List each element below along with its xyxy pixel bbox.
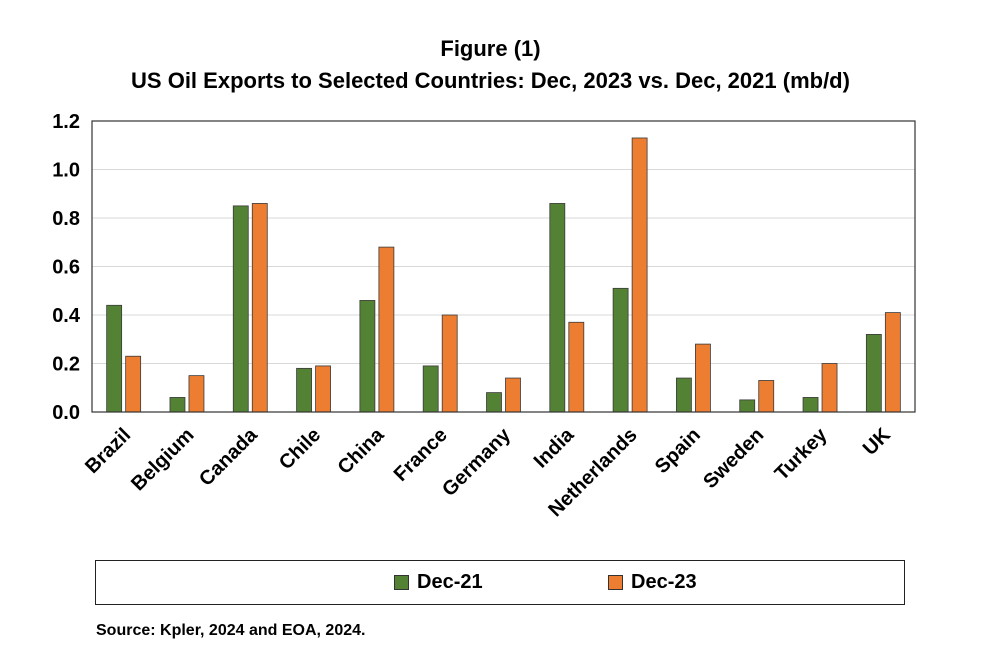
bar-dec-21-turkey xyxy=(802,397,819,413)
figure-label: Figure (1) xyxy=(440,36,541,61)
bar-dec-23-sweden xyxy=(758,380,775,413)
x-tick-label: Chile xyxy=(275,424,325,474)
chart-title: US Oil Exports to Selected Countries: De… xyxy=(131,68,850,93)
x-tick-label: UK xyxy=(859,424,895,460)
bar-dec-23-germany xyxy=(505,377,521,413)
bar-dec-21-netherlands xyxy=(612,287,629,413)
bar-dec-21-germany xyxy=(486,392,502,413)
bar-dec-23-india xyxy=(568,321,585,413)
y-tick-label: 0.2 xyxy=(52,354,80,376)
bar-dec-21-china xyxy=(359,300,376,413)
bar-dec-23-canada xyxy=(251,203,268,413)
y-tick-label: 0.0 xyxy=(52,402,80,424)
bar-dec-21-brazil xyxy=(106,304,123,413)
bar-chart: 0.0 0.2 0.4 0.6 0.8 1.0 1.2 BrazilBelgiumCanada… xyxy=(52,111,916,521)
bar-dec-21-india xyxy=(549,203,566,413)
y-tick-label: 1.0 xyxy=(52,160,80,182)
chart-legend: Dec-21 Dec-23 xyxy=(95,560,905,605)
legend-label-dec-23: Dec-23 xyxy=(631,571,697,593)
bar-dec-23-chile xyxy=(315,365,331,413)
y-tick-label: 0.6 xyxy=(52,257,80,279)
bar-dec-23-belgium xyxy=(188,375,205,413)
y-tick-label: 0.4 xyxy=(52,305,81,327)
bar-dec-23-uk xyxy=(884,312,901,413)
legend-swatch-dec-23 xyxy=(608,575,623,590)
x-tick-label: France xyxy=(390,424,452,486)
plot-area-border xyxy=(91,120,916,413)
legend-item-dec-21: Dec-21 xyxy=(394,561,483,604)
x-tick-label: Spain xyxy=(651,424,705,478)
x-tick-label: Sweden xyxy=(699,424,768,493)
bar-dec-21-france xyxy=(422,365,439,413)
legend-item-dec-23: Dec-23 xyxy=(608,561,697,604)
bar-dec-21-belgium xyxy=(169,397,186,413)
x-tick-label: Belgium xyxy=(127,424,198,495)
x-tick-label: Germany xyxy=(438,423,515,500)
bar-dec-21-spain xyxy=(676,377,692,413)
x-tick-label: Canada xyxy=(195,423,262,490)
bar-dec-21-uk xyxy=(865,333,882,413)
x-tick-label: India xyxy=(530,423,579,472)
bar-dec-23-turkey xyxy=(821,363,838,413)
y-tick-label: 0.8 xyxy=(52,208,80,230)
bar-dec-21-chile xyxy=(296,367,312,413)
bar-dec-21-canada xyxy=(232,205,249,413)
x-tick-label: China xyxy=(334,423,389,478)
source-note: Source: Kpler, 2024 and EOA, 2024. xyxy=(96,622,366,639)
bar-dec-23-france xyxy=(441,314,458,413)
bar-dec-23-netherlands xyxy=(631,137,648,413)
x-tick-label: Turkey xyxy=(771,423,833,485)
x-tick-label: Brazil xyxy=(81,424,135,478)
legend-label-dec-21: Dec-21 xyxy=(417,571,483,593)
y-tick-label: 1.2 xyxy=(52,111,80,133)
bar-dec-23-brazil xyxy=(125,355,142,413)
bar-dec-23-china xyxy=(378,246,395,413)
bar-dec-21-sweden xyxy=(739,399,756,413)
legend-swatch-dec-21 xyxy=(394,575,409,590)
bar-dec-23-spain xyxy=(695,343,711,413)
